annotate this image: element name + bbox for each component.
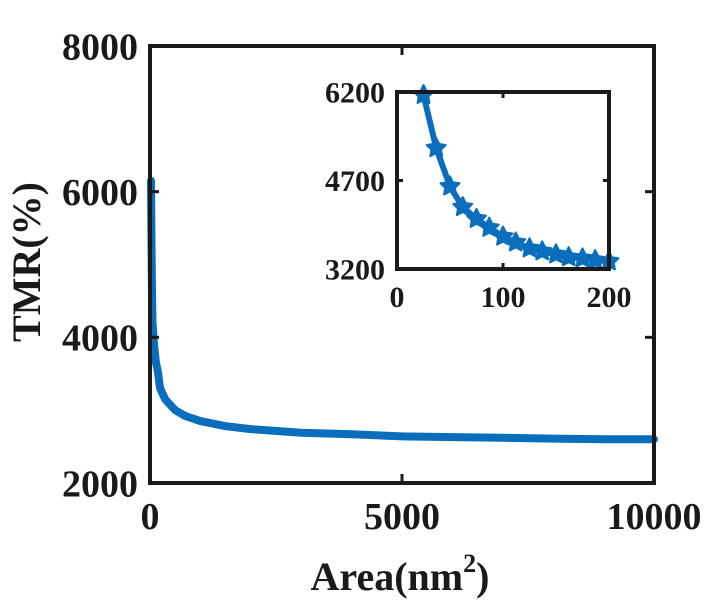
x-axis-label-superscript: 2 bbox=[463, 549, 476, 578]
inset-data-point-core bbox=[510, 236, 522, 248]
main-series-line bbox=[147, 176, 658, 444]
main-y-tick-label: 8000 bbox=[62, 26, 138, 68]
main-x-tick-label: 5000 bbox=[364, 496, 440, 538]
x-axis-label-main: Area(nm bbox=[311, 554, 464, 599]
inset-y-tick-label: 4700 bbox=[325, 165, 385, 198]
y-axis-label: TMR(%) bbox=[4, 182, 49, 342]
main-series-layer bbox=[147, 176, 658, 444]
main-y-tick-label: 6000 bbox=[62, 172, 138, 214]
inset-x-tick-label: 200 bbox=[587, 281, 632, 314]
inset-data-point-core bbox=[550, 248, 562, 260]
inset-data-point-core bbox=[457, 201, 469, 213]
inset-data-point-core bbox=[430, 142, 442, 154]
inset-data-point-core bbox=[483, 222, 495, 234]
inset-x-tick-label: 100 bbox=[481, 281, 526, 314]
inset-axis-ticks: 0 100 200 3200 4700 6200 bbox=[325, 77, 632, 315]
inset-data-point-core bbox=[577, 252, 588, 264]
main-y-tick-label: 2000 bbox=[62, 463, 138, 505]
inset-y-tick-label: 6200 bbox=[325, 77, 385, 110]
main-x-tick-label: 10000 bbox=[607, 496, 702, 538]
x-axis-label-suffix: ) bbox=[476, 554, 489, 599]
inset-chart: 0 100 200 3200 4700 6200 bbox=[325, 77, 632, 315]
inset-data-point-core bbox=[589, 254, 601, 266]
inset-y-tick-label: 3200 bbox=[325, 254, 385, 287]
main-y-tick-label: 4000 bbox=[62, 318, 138, 360]
inset-data-point-core bbox=[536, 245, 548, 257]
inset-x-tick-label: 0 bbox=[390, 281, 405, 314]
x-axis-label: Area(nm2) bbox=[311, 549, 490, 599]
inset-data-point-core bbox=[524, 242, 535, 254]
inset-data-point-core bbox=[471, 213, 482, 225]
inset-data-point-core bbox=[444, 180, 456, 192]
inset-data-point-core bbox=[563, 251, 575, 263]
main-x-tick-label: 0 bbox=[141, 496, 160, 538]
